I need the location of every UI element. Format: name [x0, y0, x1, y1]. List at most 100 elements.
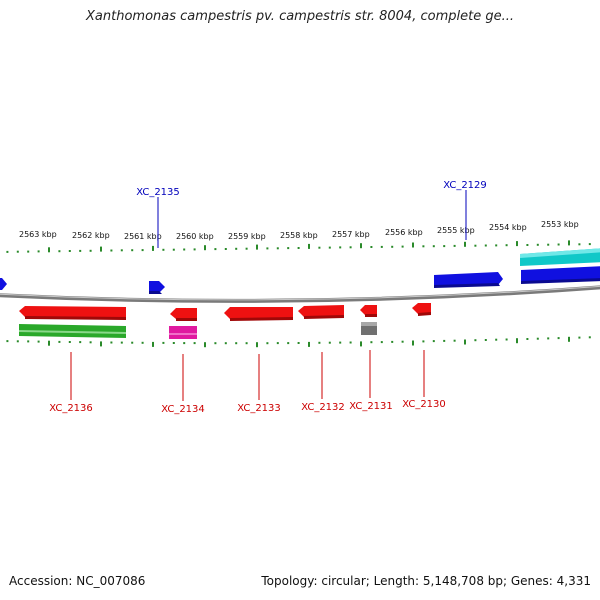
- ruler-major-tick: [48, 247, 50, 253]
- ruler-dot: [526, 244, 529, 246]
- gene-label-xc-2136[interactable]: XC_2136: [49, 403, 93, 414]
- ruler-dot: [120, 341, 123, 344]
- ruler-dot: [401, 340, 404, 343]
- gene-label-xc-2132[interactable]: XC_2132: [301, 402, 345, 413]
- ruler-dot: [110, 249, 113, 252]
- gene-label-xc-2131[interactable]: XC_2131: [349, 401, 393, 412]
- gene-feature-xc-2135[interactable]: [149, 281, 165, 293]
- gene-feature-right-blue-shade: [521, 278, 600, 284]
- gene-feature-xc-2136[interactable]: [19, 306, 126, 318]
- ruler-dot: [193, 248, 196, 251]
- forward-features: [0, 248, 600, 294]
- ruler-major-tick: [464, 339, 466, 345]
- ruler-dot: [536, 243, 539, 246]
- ruler-major-tick: [412, 340, 414, 346]
- ruler-dot: [58, 340, 61, 343]
- ruler-dot: [526, 338, 529, 340]
- gene-feature-xc-2130-shade: [418, 312, 431, 316]
- tick-label-2557: 2557 kbp: [332, 230, 370, 239]
- gene-feature-left-edge[interactable]: [0, 278, 7, 290]
- ruler-dot: [58, 250, 61, 253]
- ruler-dot: [6, 340, 9, 343]
- ruler-dot: [578, 243, 581, 246]
- ruler-dot: [474, 339, 477, 342]
- gene-feature-xc-2133[interactable]: [224, 307, 293, 319]
- gene-label-xc-2130[interactable]: XC_2130: [402, 399, 446, 410]
- ruler-major-tick: [360, 243, 362, 249]
- gene-feature-xc-2131-shade: [365, 314, 377, 317]
- topology-summary: Topology: circular; Length: 5,148,708 bp…: [261, 574, 591, 588]
- ruler-dot: [224, 342, 227, 345]
- ruler-dot: [245, 247, 248, 250]
- gene-label-xc-2135[interactable]: XC_2135: [136, 187, 180, 198]
- gene-feature-right-blue[interactable]: [521, 266, 600, 283]
- ruler-dot: [276, 247, 279, 250]
- ruler-dot: [16, 250, 19, 253]
- gene-feature-magenta[interactable]: [169, 326, 197, 339]
- ruler-dot: [110, 341, 113, 344]
- gene-feature-xc-2134[interactable]: [170, 308, 197, 319]
- ruler-dot: [453, 244, 456, 247]
- gene-feature-xc-2130[interactable]: [412, 303, 431, 314]
- gene-feature-xc-2131[interactable]: [360, 305, 377, 315]
- gene-label-xc-2134[interactable]: XC_2134: [161, 404, 205, 415]
- ruler-dot: [68, 341, 71, 343]
- ruler-dot: [37, 250, 40, 253]
- ruler-dot: [401, 245, 404, 248]
- accession-text: Accession: NC_007086: [9, 574, 146, 588]
- gene-feature-xc-2129-shade: [434, 283, 500, 288]
- ruler-dot: [557, 243, 560, 246]
- gene-labels: XC_2135 XC_2129 XC_2136 XC_2134 XC_2133 …: [49, 180, 487, 415]
- map-title: Xanthomonas campestris pv. campestris st…: [86, 9, 514, 24]
- gene-feature-cyan-highlight: [520, 248, 600, 258]
- ruler-dot: [245, 342, 248, 345]
- ruler-dot: [536, 337, 539, 340]
- ruler-dot: [505, 244, 508, 247]
- ruler-dot: [224, 248, 227, 250]
- gene-label-xc-2129[interactable]: XC_2129: [443, 180, 487, 191]
- ruler-dot: [474, 244, 477, 247]
- ruler-dot: [391, 340, 394, 343]
- gene-feature-magenta-highlight: [169, 333, 197, 335]
- ruler-major-tick: [152, 245, 154, 251]
- gene-feature-xc-2132[interactable]: [298, 305, 344, 317]
- ruler-tick-labels: 2563 kbp 2562 kbp 2561 kbp 2560 kbp 2559…: [19, 220, 579, 241]
- ruler-major-tick: [204, 342, 206, 348]
- ruler-dot: [287, 342, 290, 345]
- gene-feature-xc-2133-shade: [230, 317, 293, 321]
- ruler-dot: [287, 247, 290, 250]
- ruler-dot: [131, 341, 134, 344]
- ruler-dot: [183, 248, 186, 251]
- lower-ruler: [6, 336, 591, 348]
- ruler-dot: [328, 246, 331, 249]
- ruler-dot: [79, 341, 82, 344]
- ruler-major-tick: [152, 341, 154, 347]
- ruler-major-tick: [256, 244, 258, 250]
- ruler-major-tick: [412, 242, 414, 248]
- ruler-dot: [328, 341, 331, 344]
- ruler-dot: [79, 249, 82, 252]
- ruler-dot: [422, 245, 425, 248]
- ruler-dot: [266, 247, 269, 250]
- ruler-dot: [391, 245, 394, 248]
- ruler-dot: [588, 336, 591, 339]
- ruler-dot: [266, 342, 269, 345]
- gene-label-xc-2133[interactable]: XC_2133: [237, 403, 281, 414]
- gene-feature-xc-2136-shade: [25, 316, 126, 320]
- ruler-dot: [339, 246, 342, 249]
- ruler-dot: [193, 342, 196, 345]
- tick-label-2555: 2555 kbp: [437, 226, 475, 235]
- ruler-dot: [162, 248, 165, 251]
- tick-label-2559: 2559 kbp: [228, 232, 266, 241]
- ruler-dot: [172, 248, 175, 251]
- ruler-dot: [141, 249, 144, 252]
- ruler-dot: [380, 245, 383, 248]
- ruler-dot: [339, 341, 342, 344]
- ruler-dot: [89, 341, 92, 344]
- ruler-dot: [16, 340, 19, 343]
- ruler-dot: [547, 337, 550, 340]
- gene-feature-xc-2129[interactable]: [434, 272, 503, 287]
- ruler-major-tick: [516, 241, 518, 247]
- ruler-major-tick: [204, 245, 206, 251]
